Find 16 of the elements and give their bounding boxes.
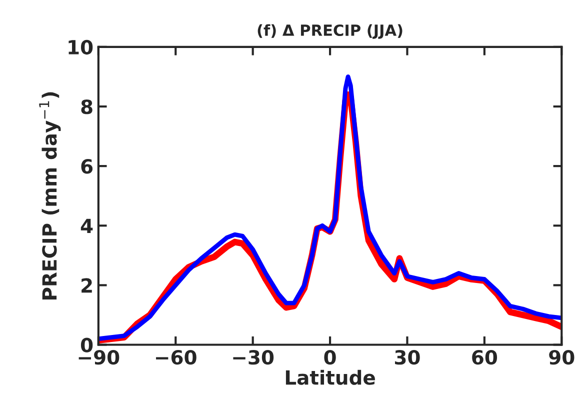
chart-title: (f) Δ PRECIP (JJA)	[258, 24, 402, 39]
x-tick-label: 60	[472, 350, 498, 365]
y-tick-label: 8	[81, 99, 92, 114]
y-tick-label: 0	[80, 338, 93, 352]
x-axis-title: Latitude	[286, 370, 375, 385]
y-tick-label: 6	[81, 159, 93, 174]
x-tick-label: −30	[233, 350, 274, 365]
y-tick-label: 2	[82, 278, 92, 293]
x-tick-label: −60	[156, 350, 196, 365]
x-tick-label: 30	[395, 350, 420, 365]
y-tick-label: 10	[68, 40, 93, 55]
x-tick-label: 0	[324, 350, 336, 365]
y-tick-label: 4	[80, 218, 93, 234]
x-tick-label: 90	[549, 350, 574, 365]
x-tick-label: −90	[78, 350, 120, 365]
y-axis-title: PRECIP (mm day$^{−1}$)	[39, 92, 61, 300]
